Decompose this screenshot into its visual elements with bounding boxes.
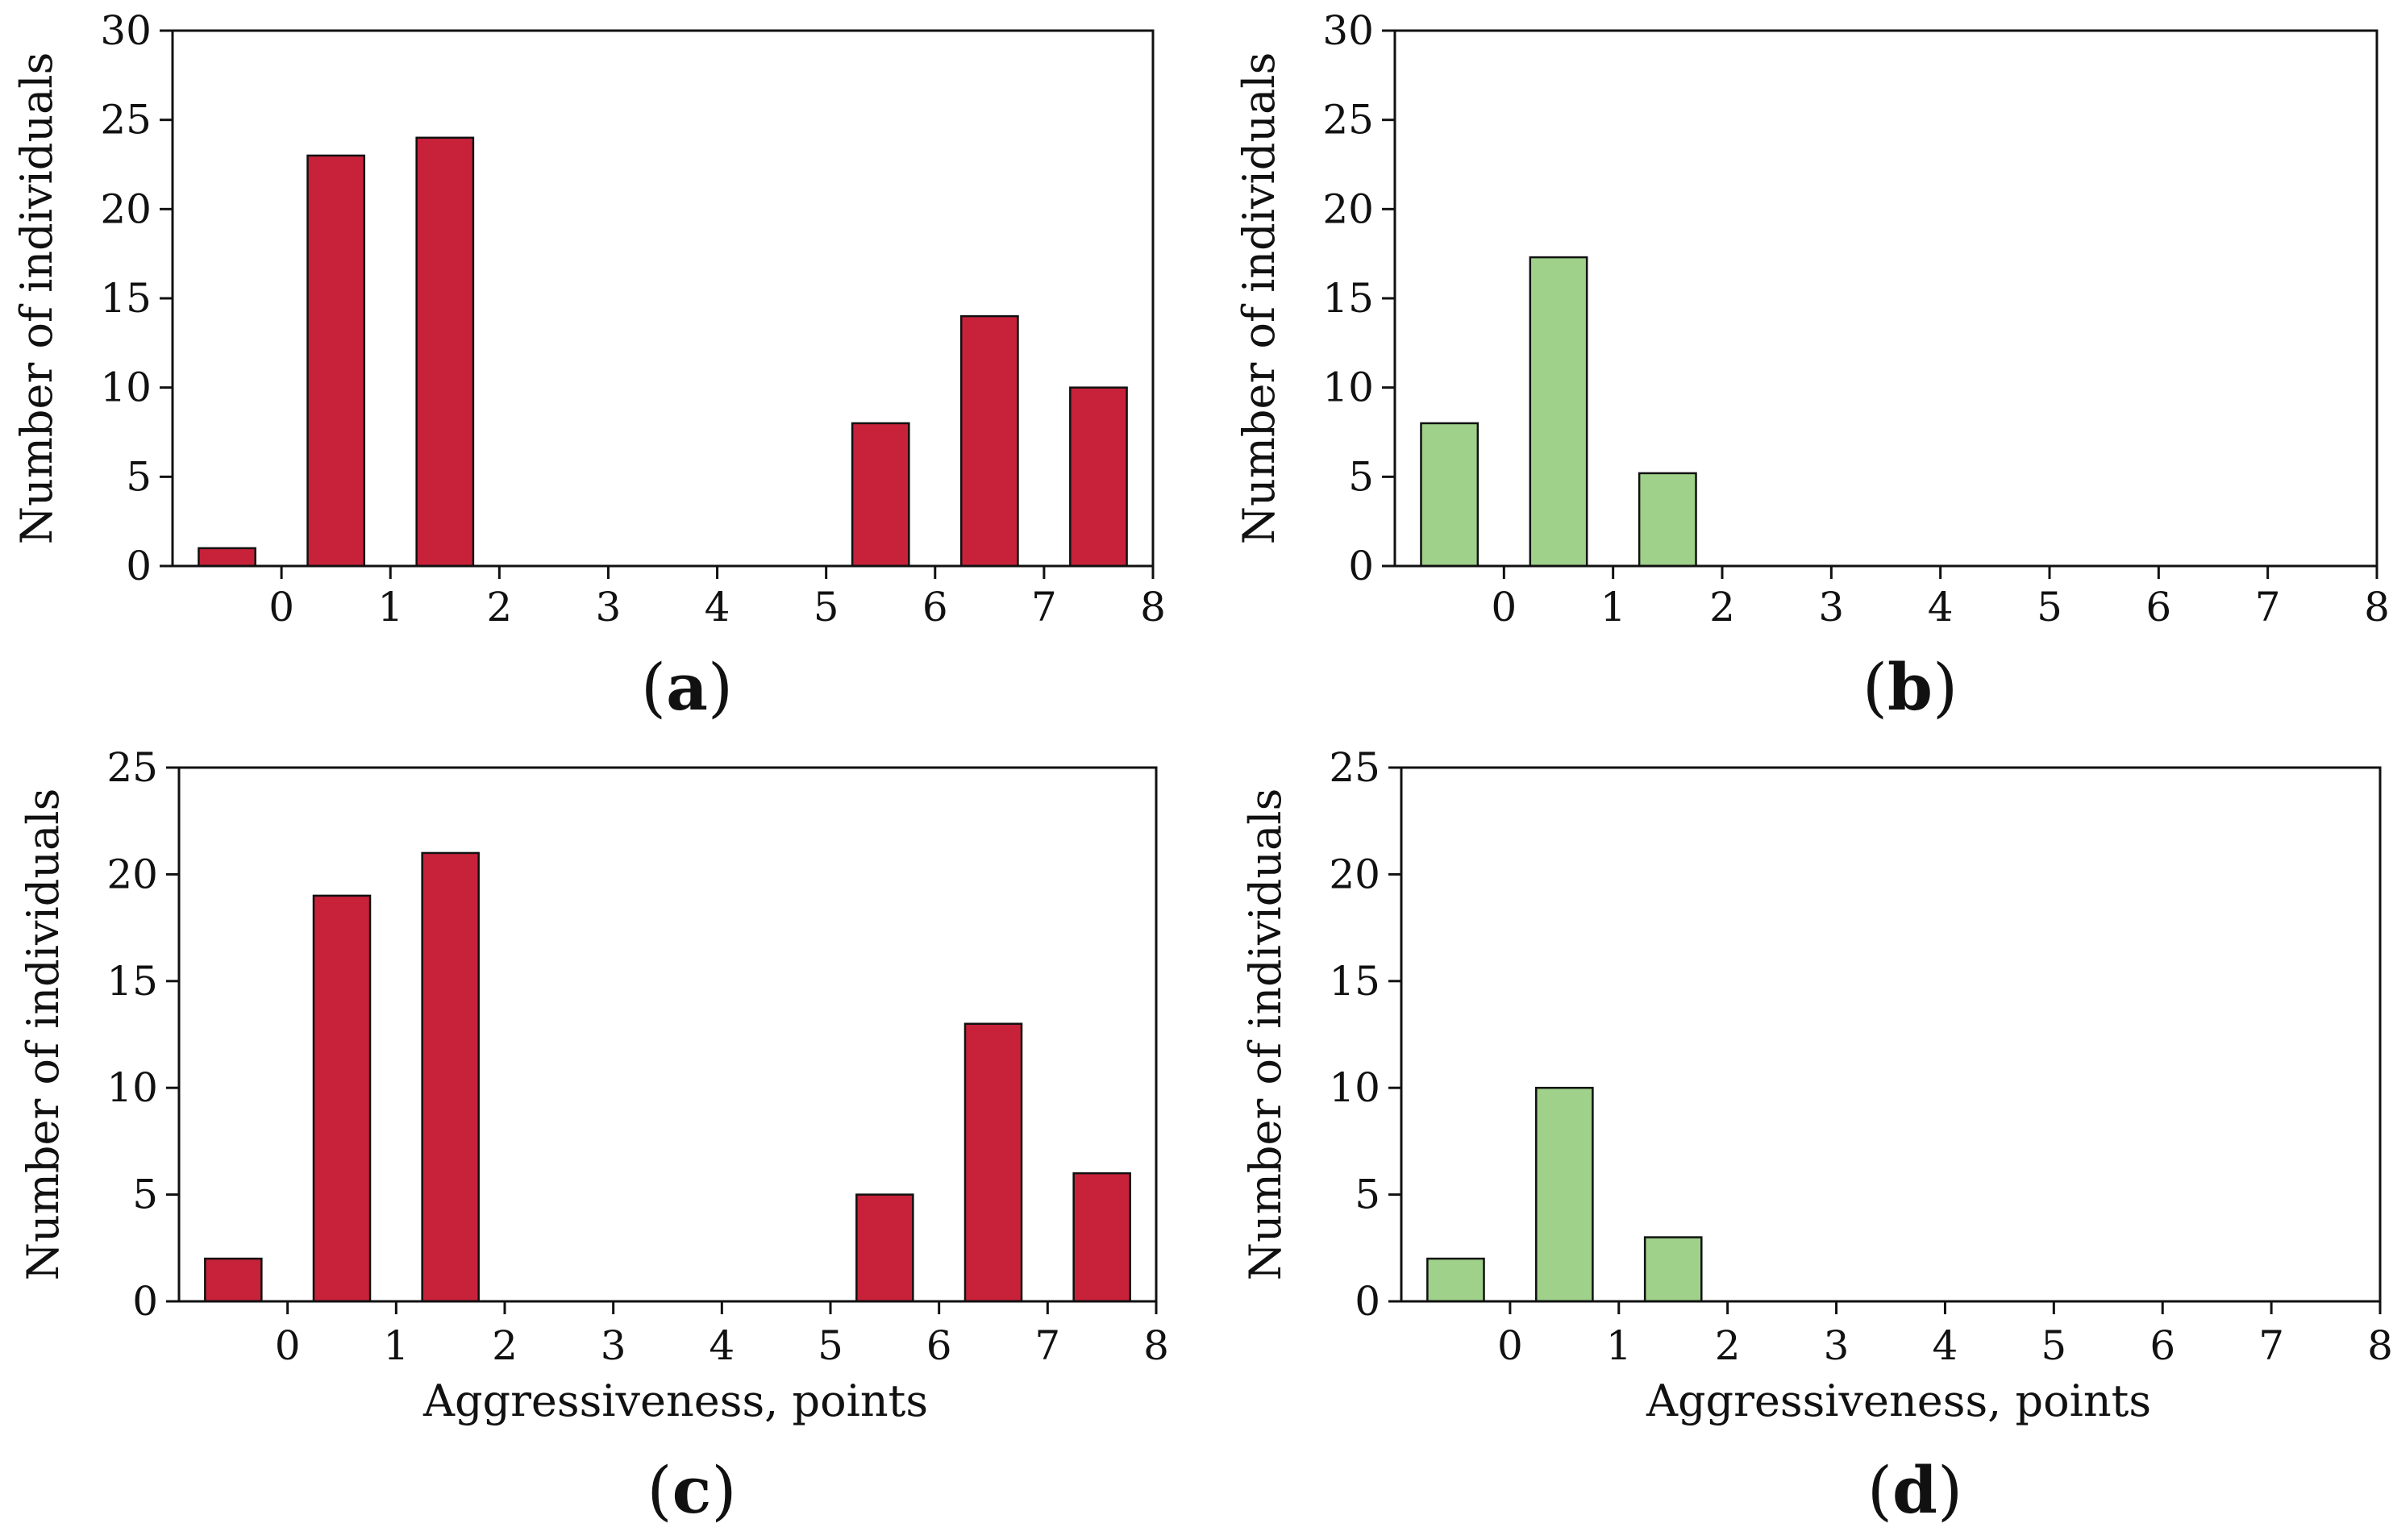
- y-axis-title-d: Number of individuals: [1240, 789, 1291, 1281]
- x-tick-label-b-2: 2: [1709, 584, 1735, 631]
- x-tick-label-d-7: 7: [2258, 1322, 2284, 1369]
- y-tick-label-d-0: 0: [1355, 1278, 1380, 1325]
- chart-panel-b: 0 5 10 15 20 25 30 0 1 2 3 4 5 6 7 8 Number of individua…: [1234, 7, 2390, 725]
- panel-label-a: (a): [641, 649, 733, 725]
- x-tick-label-c-4: 4: [709, 1322, 735, 1369]
- x-tick-label-a-7: 7: [1031, 584, 1057, 631]
- x-tick-label-c-2: 2: [492, 1322, 518, 1369]
- x-tick-label-d-8: 8: [2367, 1322, 2393, 1369]
- y-tick-label-d-4: 20: [1329, 851, 1380, 897]
- panel-label-d: (d): [1867, 1452, 1962, 1528]
- x-axis-title-d: Aggressiveness, points: [1646, 1376, 2151, 1426]
- bar-a-8: [1069, 386, 1128, 568]
- y-tick-label-c-5: 25: [106, 744, 158, 791]
- x-tick-label-d-0: 0: [1497, 1322, 1523, 1369]
- bar-a-7: [959, 314, 1019, 568]
- x-tick-label-c-8: 8: [1143, 1322, 1169, 1369]
- bar-a-2: [415, 136, 475, 568]
- chart-panel-a: 0 5 10 15 20 25 30 0 1 2 3 4 5 6 7 8 Number of individua…: [11, 7, 1166, 725]
- bar-b-0: [1420, 422, 1479, 568]
- y-tick-label-b-3: 15: [1322, 275, 1374, 322]
- bar-c-6: [855, 1193, 914, 1303]
- x-tick-label-d-4: 4: [1933, 1322, 1958, 1369]
- x-tick-label-c-5: 5: [818, 1322, 843, 1369]
- x-tick-label-a-0: 0: [268, 584, 294, 631]
- x-tick-label-b-3: 3: [1818, 584, 1844, 631]
- y-tick-label-b-1: 5: [1348, 453, 1374, 500]
- x-tick-label-d-6: 6: [2150, 1322, 2175, 1369]
- bar-a-1: [306, 154, 366, 568]
- x-tick-label-b-0: 0: [1491, 584, 1517, 631]
- x-tick-label-b-8: 8: [2364, 584, 2390, 631]
- y-tick-label-a-2: 10: [100, 364, 152, 411]
- x-tick-label-c-0: 0: [275, 1322, 301, 1369]
- y-tick-label-c-4: 20: [106, 851, 158, 897]
- x-tick-label-b-4: 4: [1928, 584, 1954, 631]
- y-tick-label-b-4: 20: [1322, 185, 1374, 232]
- panel-label-c: (c): [647, 1452, 736, 1528]
- bar-d-0: [1426, 1257, 1485, 1303]
- plot-frame-c: [177, 766, 1158, 1303]
- x-tick-label-a-4: 4: [705, 584, 730, 631]
- x-tick-label-b-6: 6: [2145, 584, 2171, 631]
- bar-c-0: [204, 1257, 263, 1303]
- y-tick-label-a-1: 5: [126, 453, 152, 500]
- x-axis-title-c: Aggressiveness, points: [422, 1376, 928, 1426]
- x-tick-label-a-6: 6: [922, 584, 948, 631]
- y-tick-label-d-1: 5: [1355, 1172, 1380, 1218]
- y-tick-label-a-4: 20: [100, 185, 152, 232]
- x-tick-label-c-6: 6: [926, 1322, 952, 1369]
- y-tick-label-a-5: 25: [100, 97, 152, 144]
- y-tick-label-c-0: 0: [132, 1278, 158, 1325]
- y-tick-label-a-0: 0: [126, 543, 152, 589]
- y-axis-title-a: Number of individuals: [11, 52, 62, 545]
- bar-a-6: [851, 422, 910, 568]
- x-tick-label-a-8: 8: [1140, 584, 1166, 631]
- bar-c-8: [1072, 1172, 1131, 1303]
- y-tick-label-a-6: 30: [100, 7, 152, 54]
- x-tick-label-c-3: 3: [601, 1322, 626, 1369]
- x-tick-label-a-2: 2: [486, 584, 512, 631]
- bar-c-7: [963, 1022, 1023, 1303]
- bar-d-1: [1535, 1086, 1594, 1303]
- y-tick-label-c-2: 10: [106, 1064, 158, 1111]
- y-axis-title-b: Number of individuals: [1234, 52, 1284, 545]
- y-tick-label-d-3: 15: [1329, 958, 1380, 1005]
- y-axis-title-c: Number of individuals: [18, 789, 69, 1281]
- y-tick-label-a-3: 15: [100, 275, 152, 322]
- bar-b-2: [1638, 472, 1697, 568]
- bar-b-1: [1529, 256, 1588, 568]
- chart-panel-c: 0 5 10 15 20 25 0 1 2 3 4 5 6 7 8 Number of individuals…: [18, 744, 1169, 1528]
- x-tick-label-a-5: 5: [814, 584, 839, 631]
- panel-label-b: (b): [1862, 649, 1958, 725]
- y-tick-label-c-3: 15: [106, 958, 158, 1005]
- x-tick-label-d-5: 5: [2041, 1322, 2066, 1369]
- x-tick-label-a-3: 3: [596, 584, 622, 631]
- x-tick-label-d-3: 3: [1824, 1322, 1850, 1369]
- bar-d-2: [1643, 1236, 1703, 1303]
- y-tick-label-c-1: 5: [132, 1172, 158, 1218]
- x-tick-label-c-1: 1: [383, 1322, 409, 1369]
- plot-frame-d: [1400, 766, 2382, 1303]
- bar-c-2: [421, 851, 480, 1303]
- y-tick-label-d-5: 25: [1329, 744, 1380, 791]
- x-tick-label-c-7: 7: [1034, 1322, 1060, 1369]
- y-tick-label-b-2: 10: [1322, 364, 1374, 411]
- y-tick-label-d-2: 10: [1329, 1064, 1380, 1111]
- y-tick-label-b-5: 25: [1322, 97, 1374, 144]
- chart-panel-d: 0 5 10 15 20 25 0 1 2 3 4 5 6 7 8 Number of individuals…: [1240, 744, 2393, 1528]
- y-tick-label-b-0: 0: [1348, 543, 1374, 589]
- x-tick-label-b-7: 7: [2255, 584, 2281, 631]
- bar-c-1: [312, 894, 372, 1303]
- bar-a-0: [198, 547, 256, 568]
- x-tick-label-a-1: 1: [377, 584, 403, 631]
- x-tick-label-d-1: 1: [1606, 1322, 1632, 1369]
- x-tick-label-b-5: 5: [2037, 584, 2062, 631]
- x-tick-label-b-1: 1: [1600, 584, 1626, 631]
- x-tick-label-d-2: 2: [1715, 1322, 1741, 1369]
- y-tick-label-b-6: 30: [1322, 7, 1374, 54]
